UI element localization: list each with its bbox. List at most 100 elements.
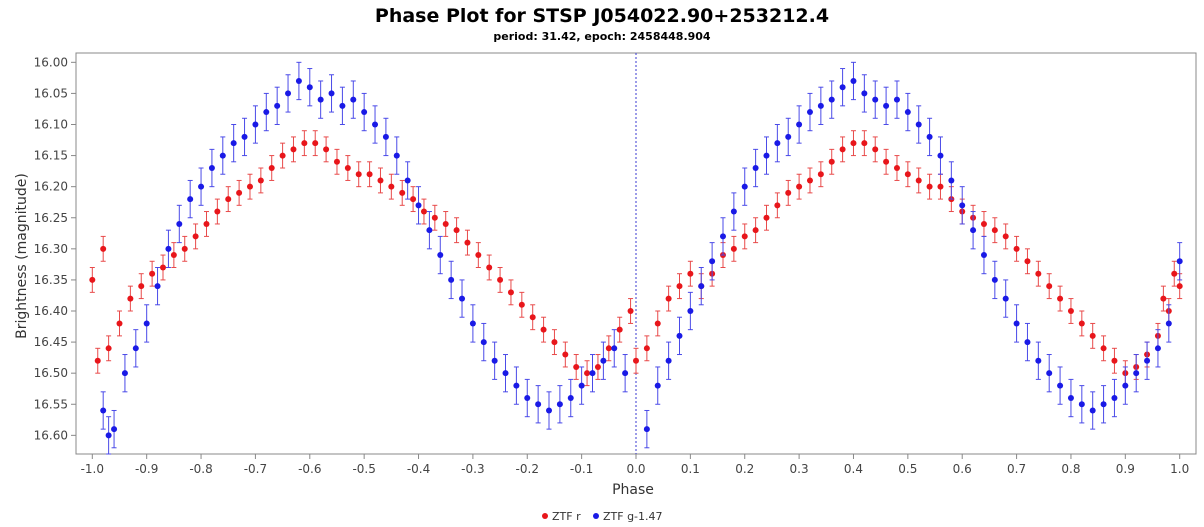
ztf-g-point <box>1046 370 1053 377</box>
ztf-r-point <box>915 177 922 184</box>
ztf-g-point <box>1089 407 1096 414</box>
ztf-r-point <box>730 245 737 252</box>
x-tick-label: 0.8 <box>1061 462 1080 476</box>
x-tick-label: 1.0 <box>1170 462 1189 476</box>
ztf-g-point <box>665 357 672 364</box>
ztf-g-point <box>372 121 379 128</box>
ztf-r-point <box>1024 258 1031 265</box>
ztf-g-point <box>915 121 922 128</box>
y-axis-label: Brightness (magnitude) <box>14 173 30 339</box>
ztf-g-point <box>1067 395 1074 402</box>
ztf-r-point <box>290 146 297 153</box>
ztf-r-point <box>1013 245 1020 252</box>
ztf-r-point <box>872 146 879 153</box>
ztf-g-point <box>219 152 226 159</box>
ztf-r-point <box>127 295 134 302</box>
ztf-g-point <box>1024 339 1031 346</box>
ztf-g-point <box>1144 357 1151 364</box>
ztf-g-point <box>437 252 444 259</box>
ztf-g-point <box>556 401 563 408</box>
ztf-g-point <box>1057 382 1064 389</box>
ztf-r-point <box>643 345 650 352</box>
ztf-r-point <box>1111 357 1118 364</box>
ztf-r-point <box>507 289 514 296</box>
ztf-g-point <box>763 152 770 159</box>
ztf-r-point <box>475 252 482 259</box>
ztf-g-point <box>524 395 531 402</box>
legend-marker-ztf-r <box>542 513 548 519</box>
ztf-g-point <box>741 183 748 190</box>
ztf-r-point <box>980 220 987 227</box>
y-tick-label: 16.20 <box>34 180 68 194</box>
y-tick-label: 16.60 <box>34 428 68 442</box>
ztf-g-point <box>980 252 987 259</box>
x-tick-label: -0.5 <box>352 462 375 476</box>
ztf-r-point <box>904 171 911 178</box>
ztf-g-point <box>654 382 661 389</box>
ztf-g-point <box>263 109 270 116</box>
ztf-r-point <box>518 301 525 308</box>
ztf-g-point <box>806 109 813 116</box>
ztf-r-point <box>573 363 580 370</box>
ztf-g-point <box>883 102 890 109</box>
ztf-g-point <box>719 233 726 240</box>
x-tick-label: -0.2 <box>516 462 539 476</box>
ztf-g-point <box>796 121 803 128</box>
ztf-r-point <box>1160 295 1167 302</box>
ztf-g-point <box>230 140 237 147</box>
series-ztf-r <box>89 130 1183 387</box>
ztf-r-point <box>399 189 406 196</box>
ztf-r-point <box>605 345 612 352</box>
ztf-g-point <box>132 345 139 352</box>
ztf-r-point <box>529 314 536 321</box>
ztf-g-point <box>850 77 857 84</box>
ztf-g-point <box>404 177 411 184</box>
ztf-r-point <box>861 140 868 147</box>
ztf-r-point <box>883 158 890 165</box>
ztf-g-point <box>208 165 215 172</box>
ztf-r-point <box>763 214 770 221</box>
ztf-g-point <box>198 183 205 190</box>
ztf-g-point <box>535 401 542 408</box>
ztf-r-point <box>105 345 112 352</box>
ztf-g-point <box>817 102 824 109</box>
ztf-r-point <box>388 183 395 190</box>
ztf-g-point <box>828 96 835 103</box>
x-tick-label: -0.8 <box>189 462 212 476</box>
ztf-g-point <box>165 245 172 252</box>
ztf-r-point <box>149 270 156 277</box>
x-tick-label: -0.3 <box>461 462 484 476</box>
ztf-g-point <box>295 77 302 84</box>
ztf-g-point <box>774 140 781 147</box>
x-tick-label: 0.3 <box>790 462 809 476</box>
y-tick-label: 16.15 <box>34 149 68 163</box>
x-tick-label: -0.1 <box>570 462 593 476</box>
ztf-g-point <box>861 90 868 97</box>
x-tick-label: -1.0 <box>81 462 104 476</box>
ztf-r-point <box>839 146 846 153</box>
ztf-r-point <box>1057 295 1064 302</box>
ztf-r-point <box>627 308 634 315</box>
x-tick-label: -0.9 <box>135 462 158 476</box>
ztf-r-point <box>1100 345 1107 352</box>
ztf-g-point <box>1078 401 1085 408</box>
ztf-g-point <box>252 121 259 128</box>
ztf-g-point <box>970 227 977 234</box>
ztf-g-point <box>1154 345 1161 352</box>
x-tick-label: -0.6 <box>298 462 321 476</box>
ztf-g-point <box>622 370 629 377</box>
ztf-r-point <box>181 245 188 252</box>
ztf-r-point <box>850 140 857 147</box>
ztf-r-point <box>654 320 661 327</box>
ztf-g-point <box>959 202 966 209</box>
ztf-g-point <box>948 177 955 184</box>
ztf-r-point <box>774 202 781 209</box>
ztf-g-point <box>415 202 422 209</box>
ztf-g-point <box>317 96 324 103</box>
ztf-r-point <box>344 165 351 172</box>
ztf-r-point <box>170 252 177 259</box>
ztf-g-point <box>730 208 737 215</box>
y-axis: 16.00 16.05 16.10 16.15 16.20 16.25 16.30 16.35… <box>34 55 76 442</box>
ztf-g-point <box>121 370 128 377</box>
